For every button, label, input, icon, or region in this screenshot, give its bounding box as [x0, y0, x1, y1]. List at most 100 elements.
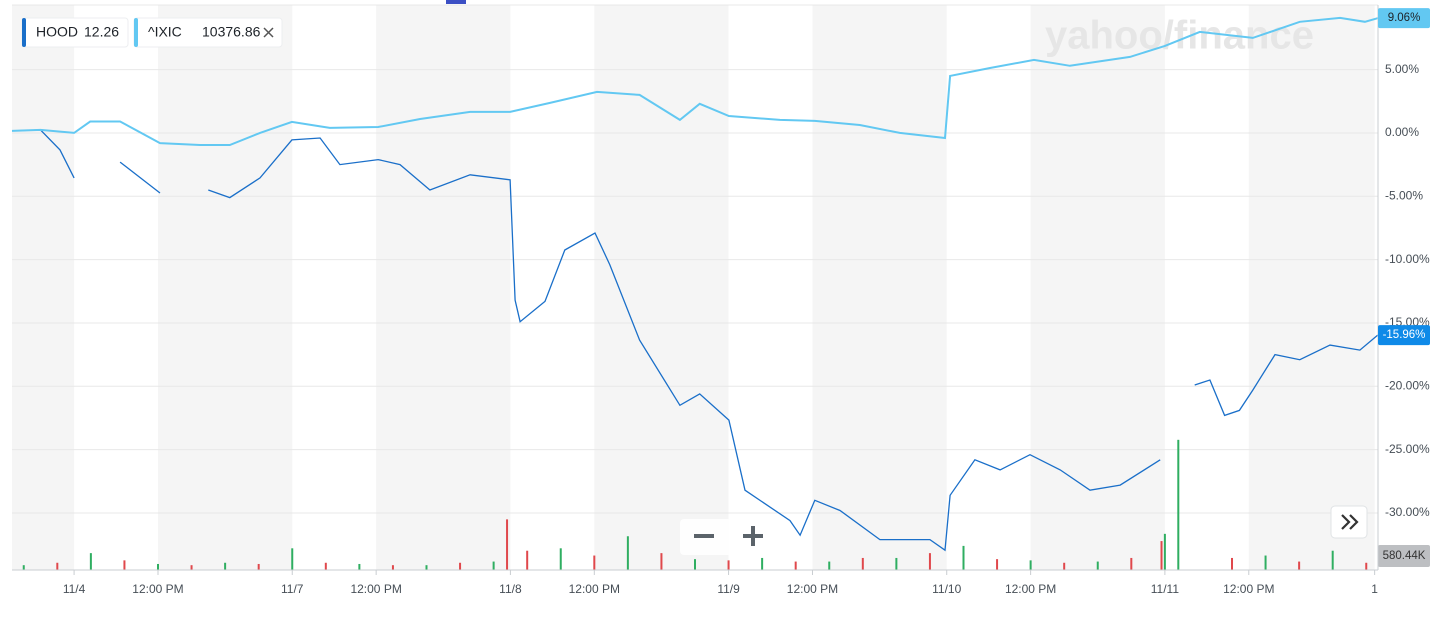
chip-name: ^IXIC: [148, 24, 182, 40]
volume-bar: [291, 548, 294, 570]
zoom-out[interactable]: [694, 534, 714, 538]
volume-bar: [1163, 533, 1166, 570]
volume-tag-bg: [1378, 545, 1430, 567]
end-tag-bg: [1378, 8, 1430, 29]
band: [812, 5, 947, 570]
y-tick-label: 5.00%: [1385, 62, 1419, 76]
time-bands: [12, 5, 1375, 570]
watermark: yahoo/finance: [1045, 14, 1314, 58]
volume-bar: [506, 519, 509, 570]
legend-chip[interactable]: ^IXIC 10376.86: [133, 17, 283, 48]
y-tick-label: 0.00%: [1385, 125, 1419, 139]
band: [376, 5, 511, 570]
volume-bar: [1177, 439, 1180, 570]
y-tick-label: -20.00%: [1385, 378, 1430, 392]
volume-bar: [1298, 561, 1301, 570]
volume-bar: [1029, 560, 1032, 570]
volume-bar: [425, 565, 428, 570]
x-tick-label: 11/10: [932, 582, 961, 596]
x-tick-label: 11/8: [499, 582, 522, 596]
volume-bar: [224, 562, 227, 570]
series-line: [11, 129, 1379, 552]
y-tick-label: -30.00%: [1385, 505, 1430, 519]
chip-quote: 10376.86: [202, 24, 261, 40]
volume-bar: [828, 561, 831, 570]
y-tick-label: -5.00%: [1385, 188, 1423, 202]
chip-close: [263, 27, 274, 38]
volume-bar: [895, 557, 898, 570]
scroll-indicator: [446, 0, 466, 4]
volume-tag: 580.44K: [1383, 550, 1426, 562]
volume-bar: [358, 563, 361, 570]
volume-bar: [257, 563, 260, 570]
band: [1248, 5, 1375, 570]
volume-bar: [1331, 550, 1334, 570]
volume-bar: [492, 561, 495, 570]
series-line: [11, 16, 1378, 146]
volume-bar: [1365, 562, 1368, 570]
volume-bar: [1096, 561, 1099, 570]
expand-button[interactable]: [1330, 505, 1368, 539]
lines: [11, 16, 1379, 552]
volume-bar: [56, 562, 59, 570]
x-tick-label: 12:00 PM: [350, 582, 401, 596]
x-tick-label: 1: [1371, 582, 1378, 596]
volume-bar: [660, 553, 663, 570]
volume-bar: [593, 555, 596, 570]
volume-bar: [22, 565, 25, 570]
end-tag: 9.06%: [1388, 12, 1421, 24]
volume: 580.44K: [22, 439, 1430, 570]
volume-bar: [694, 559, 696, 570]
volume-bar: [156, 563, 159, 570]
x-tick-label: 12:00 PM: [1223, 582, 1274, 596]
x-tick-label: 11/7: [281, 582, 304, 596]
band: [1030, 5, 1165, 570]
legend-chip[interactable]: HOOD 12.26: [21, 17, 129, 48]
volume-bar: [1063, 562, 1066, 570]
band: [594, 5, 729, 570]
chip-quote: 12.26: [84, 24, 119, 40]
band: [12, 5, 75, 570]
volume-bar: [794, 561, 797, 570]
x-tick-label: 12:00 PM: [787, 582, 838, 596]
volume-bar: [761, 557, 764, 570]
expand-icon: [1341, 514, 1359, 530]
volume-bar: [526, 550, 529, 570]
volume-bar: [324, 562, 327, 570]
y-tick-label: -25.00%: [1385, 442, 1430, 456]
volume-bar: [1231, 557, 1234, 570]
volume-bar: [1130, 557, 1133, 570]
volume-bar: [559, 548, 562, 570]
grid: [12, 4, 1378, 514]
volume-bar: [190, 565, 193, 570]
chip-name: HOOD: [36, 24, 78, 40]
x-tick-label: 11/9: [717, 582, 740, 596]
volume-bar: [1264, 555, 1267, 570]
x-tick-label: 12:00 PM: [569, 582, 620, 596]
band: [157, 5, 293, 570]
end-tag-bg: [1378, 325, 1430, 346]
volume-bar: [996, 559, 999, 570]
axes: 5.00%0.00%-5.00%-10.00%-15.00%-20.00%-25…: [12, 5, 1430, 596]
x-tick-label: 12:00 PM: [1005, 582, 1056, 596]
end-tags: -15.96% 9.06%: [1378, 8, 1430, 346]
x-tick-label: 12:00 PM: [132, 582, 183, 596]
zoom-in-bar: [751, 526, 755, 546]
chip-swatch: [134, 18, 138, 47]
x-tick-label: 11/11: [1151, 582, 1180, 596]
volume-bar: [928, 553, 931, 570]
volume-bar: [123, 560, 126, 570]
volume-bar: [391, 565, 394, 570]
chip-swatch: [22, 18, 26, 47]
x-tick-label: 11/4: [63, 582, 86, 596]
volume-bar: [861, 557, 864, 570]
volume-bar: [459, 562, 462, 570]
volume-bar: [1160, 541, 1163, 570]
end-tag: -15.96%: [1383, 329, 1426, 341]
legend: HOOD 12.26 ^IXIC 10376.86: [21, 17, 283, 48]
volume-bar: [89, 553, 92, 570]
y-tick-label: -10.00%: [1385, 252, 1430, 266]
volume-bar: [727, 560, 730, 570]
zoom-controls[interactable]: [680, 519, 776, 555]
